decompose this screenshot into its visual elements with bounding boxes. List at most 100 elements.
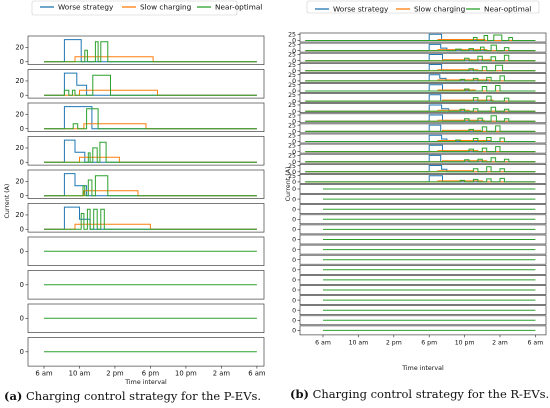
subplot: 025 — [288, 163, 547, 176]
y-tick-label: 0 — [292, 98, 296, 105]
y-tick-label: 0 — [20, 225, 24, 233]
series-near-line — [305, 166, 536, 173]
y-tick-label: 0 — [20, 248, 24, 256]
subplot: 0 — [292, 305, 547, 316]
x-tick-label: 10 pm — [455, 339, 475, 346]
x-axis-label: Time interval — [124, 379, 167, 386]
series-worse-line — [305, 94, 536, 102]
y-tick-label: 0 — [20, 192, 24, 200]
subplot-frame — [299, 83, 547, 93]
y-axis-label: Current (A) — [285, 167, 292, 202]
y-tick-label: 25 — [288, 143, 296, 150]
subplot-frame — [299, 133, 547, 144]
y-tick-label: 25 — [288, 112, 296, 119]
series-near-line — [305, 115, 536, 122]
subplot: 025 — [288, 173, 547, 186]
subplot: 025 — [288, 102, 547, 115]
subplot: 0 — [292, 204, 547, 214]
y-axis-label: Current (A) — [4, 184, 11, 219]
y-tick-label: 25 — [288, 163, 296, 170]
y-tick-label: 0 — [292, 179, 296, 186]
caption-b: (b) Charging control strategy for the R-… — [290, 387, 549, 401]
y-tick-label: 25 — [288, 153, 296, 160]
y-tick-label: 0 — [292, 48, 296, 55]
series-near-line — [44, 108, 257, 130]
series-slow-line — [44, 223, 257, 230]
subplot-frame — [27, 102, 265, 132]
legend-label-near: Near-optimal — [215, 3, 262, 12]
x-tick-label: 10 am — [69, 370, 91, 378]
y-tick-label: 0 — [20, 125, 24, 133]
subplot: 0 — [292, 254, 547, 265]
y-tick-label: 25 — [288, 42, 296, 49]
y-tick-label: 25 — [288, 72, 296, 79]
y-tick-label: 20 — [15, 111, 24, 119]
subplot: 0 — [20, 303, 265, 333]
subplot-frame — [299, 32, 547, 43]
x-tick-label: 6 am — [248, 370, 266, 378]
series-worse-line — [305, 144, 536, 153]
subplot-frame — [299, 153, 547, 164]
y-tick-label: 0 — [292, 159, 296, 166]
y-tick-label: 20 — [15, 44, 24, 52]
series-near-line — [305, 44, 536, 52]
series-worse-line — [44, 139, 257, 163]
y-tick-label: 0 — [292, 257, 296, 264]
subplot: 0 — [20, 337, 265, 367]
subplot: 0 — [20, 236, 265, 266]
series-worse-line — [44, 39, 257, 63]
y-tick-label: 0 — [292, 58, 296, 65]
y-tick-label: 25 — [288, 132, 296, 139]
x-tick-label: 6 pm — [142, 370, 160, 378]
subplot: 025 — [288, 132, 547, 146]
y-tick-label: 0 — [20, 91, 24, 99]
subplot: 0 20 — [15, 169, 265, 200]
x-tick-label: 10 am — [349, 339, 369, 346]
series-slow-line — [44, 89, 257, 96]
legend-label-slow: Slow charging — [140, 3, 191, 12]
subplot-frame — [299, 123, 547, 134]
subplot: 0 20 — [15, 35, 265, 66]
x-tick-label: 6 pm — [421, 339, 437, 346]
series-near-line — [44, 41, 257, 63]
y-tick-label: 25 — [288, 62, 296, 69]
y-tick-label: 20 — [15, 77, 24, 85]
y-tick-label: 0 — [292, 108, 296, 115]
subplot: 0 — [292, 264, 547, 275]
legend-label-near: Near-optimal — [484, 5, 531, 14]
series-worse-line — [305, 114, 536, 122]
y-tick-label: 0 — [292, 38, 296, 45]
subplot-frame — [299, 174, 547, 184]
subplot: 0 — [292, 194, 547, 204]
x-axis-label: Time interval — [401, 365, 444, 372]
series-worse-line — [44, 173, 257, 197]
subplot-frame — [299, 103, 547, 113]
series-near-line — [44, 74, 257, 96]
subplot: 025 — [288, 31, 547, 45]
y-tick-label: 0 — [292, 119, 296, 126]
subplot-frame — [299, 93, 547, 103]
series-near-line — [44, 141, 257, 163]
x-tick-label: 6 am — [315, 339, 331, 346]
x-tick-label: 2 pm — [106, 370, 124, 378]
y-tick-label: 25 — [288, 31, 296, 38]
series-worse-line — [305, 84, 536, 92]
series-near-line — [44, 175, 257, 197]
subplot: 025 — [288, 42, 547, 55]
subplot: 0 — [292, 285, 547, 295]
subplot-frame — [27, 35, 265, 65]
series-near-line — [305, 64, 536, 72]
legend-label-worse: Worse strategy — [58, 3, 114, 12]
series-slow-line — [44, 156, 257, 163]
y-tick-label: 0 — [292, 217, 296, 224]
y-tick-label: 0 — [292, 287, 296, 294]
subplot: 0 — [292, 275, 547, 285]
y-tick-label: 25 — [288, 92, 296, 99]
subplot-frame — [299, 113, 547, 124]
subplot: 0 20 — [15, 102, 265, 133]
y-tick-label: 25 — [288, 122, 296, 129]
subplot-frame — [27, 69, 265, 99]
series-near-line — [305, 137, 536, 142]
y-tick-label: 0 — [292, 237, 296, 244]
